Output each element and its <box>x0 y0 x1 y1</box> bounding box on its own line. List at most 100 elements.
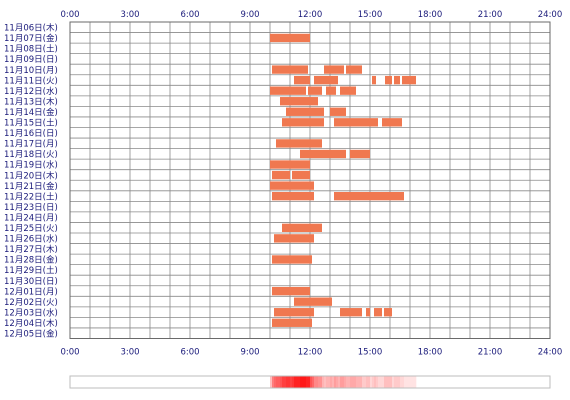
x-tick-label-top: 18:00 <box>418 10 443 20</box>
density-cell <box>400 376 403 388</box>
activity-bar <box>300 149 346 159</box>
density-cell <box>398 376 401 388</box>
density-cell <box>342 376 345 388</box>
activity-bar <box>272 255 312 264</box>
row-label: 11月23日(日) <box>4 203 58 213</box>
density-cell <box>318 376 321 388</box>
activity-bar <box>382 118 402 127</box>
density-cell <box>328 376 331 388</box>
density-cell <box>290 376 293 388</box>
row-label: 11月19日(水) <box>4 160 58 171</box>
density-strip-frame <box>69 375 551 389</box>
activity-bar <box>274 308 314 317</box>
density-cell <box>330 376 333 388</box>
density-cell <box>386 376 389 388</box>
row-label: 11月06日(木) <box>4 23 58 34</box>
density-cell <box>376 376 379 388</box>
density-cell <box>338 376 341 388</box>
row-label: 12月05日(金) <box>4 329 58 340</box>
x-tick-label-bottom: 21:00 <box>478 348 503 358</box>
density-cell <box>390 376 393 388</box>
density-cell <box>358 376 361 388</box>
density-cell <box>344 376 347 388</box>
density-cell <box>410 376 413 388</box>
density-cell <box>384 376 387 388</box>
density-cell <box>282 376 285 388</box>
activity-bar <box>282 118 324 127</box>
density-cell <box>414 376 417 388</box>
activity-bar <box>326 86 336 95</box>
activity-bar <box>276 139 322 148</box>
x-tick-label-top: 6:00 <box>180 10 199 20</box>
density-cell <box>310 376 313 388</box>
row-label: 11月30日(日) <box>4 277 58 287</box>
density-cell <box>362 376 365 388</box>
row-label: 11月07日(金) <box>4 33 58 44</box>
row-label: 11月21日(金) <box>4 181 58 192</box>
x-tick-label-top: 12:00 <box>298 10 323 20</box>
x-tick-label-bottom: 12:00 <box>298 348 323 358</box>
density-cell <box>320 376 323 388</box>
x-tick-label-top: 21:00 <box>478 10 503 20</box>
density-cell <box>276 376 279 388</box>
density-cell <box>286 376 289 388</box>
density-cell <box>340 376 343 388</box>
row-label: 11月14日(金) <box>4 107 58 118</box>
activity-bar <box>372 75 376 85</box>
x-tick-label-bottom: 9:00 <box>240 348 259 358</box>
density-cell <box>382 376 385 388</box>
density-cell <box>366 376 369 388</box>
density-cell <box>408 376 411 388</box>
density-cell <box>334 376 337 388</box>
activity-bar <box>366 308 370 317</box>
density-cell <box>308 376 311 388</box>
row-label: 11月13日(木) <box>4 96 58 107</box>
activity-bar <box>294 75 310 85</box>
density-cell <box>380 376 383 388</box>
density-cell <box>388 376 391 388</box>
activity-bar <box>294 297 332 306</box>
density-cell <box>306 376 309 388</box>
density-cell <box>406 376 409 388</box>
density-cell <box>312 376 315 388</box>
x-tick-label-top: 3:00 <box>120 10 139 20</box>
density-cell <box>336 376 339 388</box>
density-cell <box>294 376 297 388</box>
row-label: 11月27日(木) <box>4 244 58 255</box>
activity-bar <box>270 33 310 43</box>
density-cell <box>280 376 283 388</box>
x-tick-label-bottom: 6:00 <box>180 348 199 358</box>
x-tick-label-bottom: 24:00 <box>538 348 563 358</box>
row-label: 12月03日(水) <box>4 307 58 318</box>
density-cell <box>304 376 307 388</box>
density-cell <box>394 376 397 388</box>
density-cell <box>360 376 363 388</box>
activity-bar <box>384 308 392 317</box>
row-label: 11月26日(水) <box>4 234 58 245</box>
activity-bar <box>292 170 310 180</box>
activity-bar <box>280 97 318 106</box>
density-cell <box>374 376 377 388</box>
activity-bar <box>274 234 314 243</box>
row-label: 11月15日(土) <box>4 118 58 129</box>
density-cell <box>392 376 395 388</box>
row-label: 11月29日(土) <box>4 265 58 276</box>
row-label: 11月09日(日) <box>4 55 58 65</box>
row-label: 11月11日(火) <box>4 76 58 86</box>
density-cell <box>322 376 325 388</box>
activity-bar <box>334 118 378 127</box>
activity-bar <box>272 318 312 327</box>
row-label: 11月17日(月) <box>4 140 58 150</box>
density-cell <box>412 376 415 388</box>
row-label: 11月08日(土) <box>4 44 58 55</box>
x-tick-label-bottom: 15:00 <box>358 348 383 358</box>
x-tick-label-bottom: 3:00 <box>120 348 139 358</box>
density-cell <box>370 376 373 388</box>
density-cell <box>404 376 407 388</box>
activity-bar <box>324 65 344 74</box>
activity-bar <box>374 308 382 317</box>
activity-bar <box>272 286 310 296</box>
density-cell <box>364 376 367 388</box>
density-cell <box>352 376 355 388</box>
